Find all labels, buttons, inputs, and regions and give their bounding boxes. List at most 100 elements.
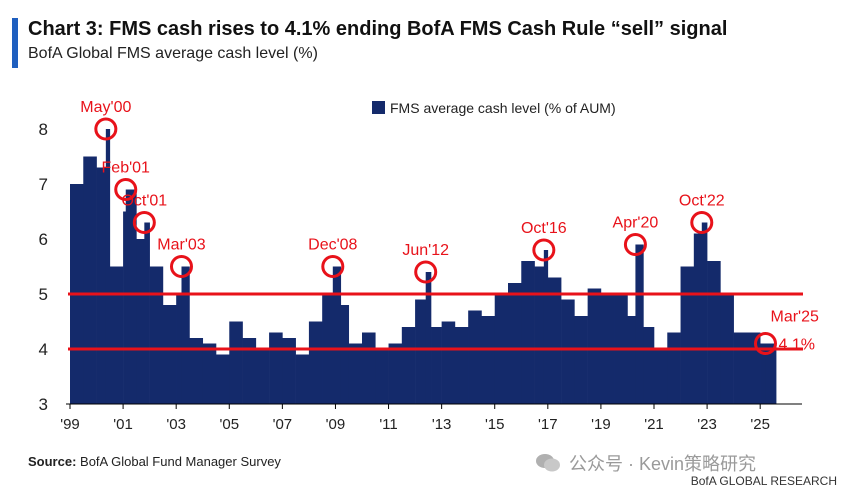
bar (144, 222, 150, 404)
bar (181, 266, 190, 404)
y-tick-label: 6 (39, 230, 48, 249)
annotation-label: Mar'25 (770, 309, 819, 326)
bar (415, 299, 427, 404)
y-tick-label: 4 (39, 340, 48, 359)
x-tick-label: '01 (113, 416, 133, 433)
bar (162, 305, 177, 404)
y-tick-label: 5 (39, 285, 48, 304)
watermark: 公众号 · Kevin策略研究 (535, 450, 756, 476)
annotation-label: Dec'08 (308, 237, 357, 254)
x-tick-label: '99 (60, 416, 80, 433)
x-tick-label: '23 (697, 416, 717, 433)
annotation-label: Oct'16 (521, 220, 567, 237)
bar (627, 316, 636, 404)
x-tick-label: '05 (219, 416, 239, 433)
bar (534, 266, 545, 404)
bar (481, 316, 496, 404)
bar (202, 343, 217, 404)
bar (136, 239, 145, 404)
bar (654, 349, 668, 404)
bar (216, 354, 230, 404)
x-axis-ticks: '99 '01 '03 '05 '07 '09 '11 '13 '15 '17 '19 '21 '23 '… (60, 404, 770, 433)
bar (707, 261, 721, 404)
bar (746, 332, 761, 404)
bar (255, 349, 270, 404)
bar (242, 338, 257, 404)
x-tick-label: '13 (432, 416, 452, 433)
watermark-text: 公众号 · Kevin策略研究 (569, 454, 757, 474)
brand-footer: BofA GLOBAL RESEARCH (690, 474, 837, 488)
peak-circle (132, 211, 156, 234)
bar (269, 332, 283, 404)
bar (105, 129, 111, 404)
bar (431, 327, 442, 404)
bar (149, 266, 164, 404)
bar (521, 261, 535, 404)
bar (701, 222, 708, 404)
source-label: Source: (28, 454, 77, 469)
bar (693, 233, 703, 404)
bar (425, 272, 432, 404)
bar (547, 277, 562, 404)
x-tick-label: '07 (273, 416, 293, 433)
annotation-label: May'00 (80, 99, 131, 116)
peak-circle (753, 332, 777, 355)
bar (348, 343, 363, 404)
bar (282, 338, 296, 404)
bar (375, 349, 389, 404)
y-tick-label: 7 (39, 175, 48, 194)
peak-circle (169, 255, 193, 278)
bar (561, 299, 575, 404)
peak-annotations: May'00 Feb'01 Oct'01 Mar'03 Dec'08 Jun'12 Oct'… (80, 99, 819, 355)
annotation-label: Oct'01 (121, 193, 167, 210)
bar (441, 321, 456, 404)
legend: FMS average cash level (% of AUM) (372, 100, 616, 116)
bar (109, 266, 124, 404)
annotation-label: Oct'22 (679, 193, 725, 210)
chart-title: Chart 3: FMS cash rises to 4.1% ending B… (28, 18, 728, 40)
bar (401, 327, 416, 404)
x-tick-label: '03 (166, 416, 186, 433)
annotation-value: 4.1% (778, 337, 814, 354)
cash-level-chart: 3 4 5 6 7 8 '99 '01 '03 '05 '07 '09 '11 '13 '15 '17 '19… (39, 99, 819, 433)
y-tick-label: 8 (39, 120, 48, 139)
x-tick-label: '17 (538, 416, 558, 433)
bar (733, 332, 748, 404)
bar (229, 321, 243, 404)
y-tick-label: 3 (39, 395, 48, 414)
title-accent-bar (12, 18, 18, 68)
threshold-lines (68, 292, 803, 351)
bar (123, 211, 127, 404)
bar (587, 288, 602, 404)
x-tick-label: '15 (485, 416, 505, 433)
source-text: BofA Global Fund Manager Survey (80, 454, 281, 469)
bar (362, 332, 376, 404)
source-note: Source: BofA Global Fund Manager Survey (28, 454, 281, 469)
bar-series (70, 129, 777, 404)
chart-subtitle: BofA Global FMS average cash level (%) (28, 45, 318, 62)
x-tick-label: '25 (750, 416, 770, 433)
peak-circle (321, 255, 345, 278)
bar (635, 244, 644, 404)
peak-circle (690, 211, 714, 234)
bar (468, 310, 482, 404)
bar (125, 189, 137, 404)
bar (388, 343, 403, 404)
bar (189, 338, 204, 404)
wechat-icon (536, 454, 560, 472)
peak-circle (114, 178, 138, 201)
x-tick-label: '19 (591, 416, 611, 433)
peak-circle (532, 238, 556, 262)
x-tick-label: '09 (326, 416, 346, 433)
bar (508, 283, 522, 404)
x-tick-label: '11 (379, 416, 397, 433)
bar (680, 266, 695, 404)
peak-circle (623, 233, 647, 256)
bar (332, 266, 342, 404)
annotation-label: Mar'03 (157, 237, 206, 254)
bar (667, 332, 681, 404)
bar (574, 316, 588, 404)
y-axis-ticks: 3 4 5 6 7 8 (39, 120, 48, 414)
legend-label: FMS average cash level (% of AUM) (390, 100, 616, 116)
bar (96, 167, 107, 404)
